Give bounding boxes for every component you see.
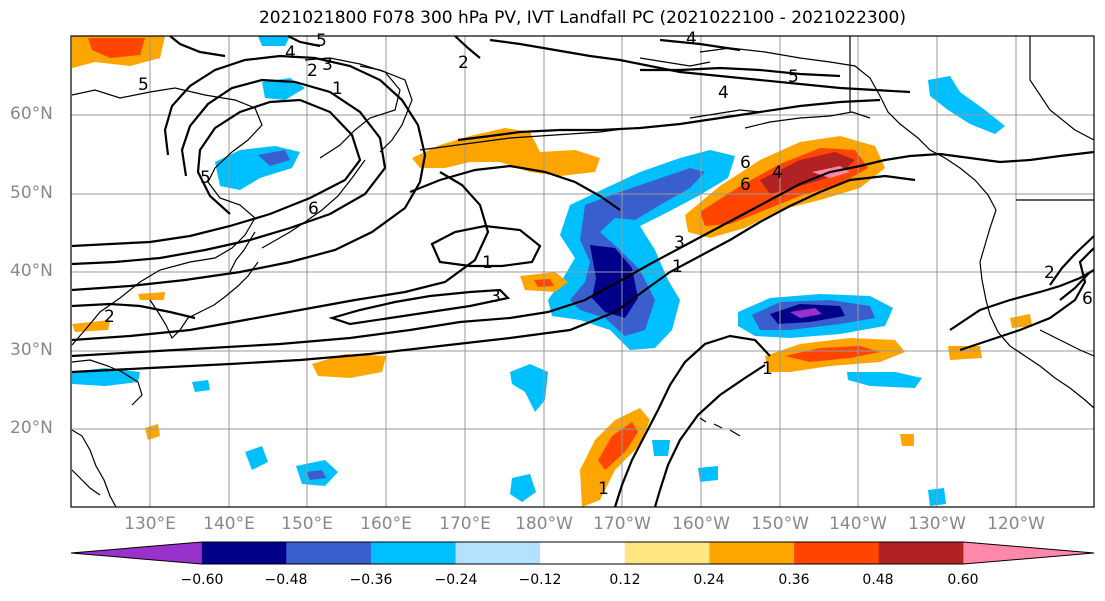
colorbar-segment	[286, 542, 372, 564]
shade-patch	[948, 346, 982, 360]
lon-label: 180°W	[515, 514, 573, 534]
contour-label: 6	[740, 153, 751, 173]
contour-label: 3	[490, 287, 501, 307]
shade-patch	[510, 364, 548, 412]
contour-label: 1	[598, 479, 609, 499]
contour-label: 4	[718, 83, 729, 103]
contour-label: 2	[1044, 263, 1055, 283]
map-title: 2021021800 F078 300 hPa PV, IVT Landfall…	[258, 8, 906, 28]
colorbar-tick-label: 0.48	[862, 572, 894, 588]
colorbar-segment	[201, 542, 287, 564]
colorbar-tick-label: −0.12	[518, 572, 562, 588]
shade-patch	[312, 354, 386, 378]
contour-label: 2	[104, 307, 115, 327]
lon-label: 170°E	[439, 514, 491, 534]
shade-patch	[785, 346, 880, 362]
lat-label: 30°N	[10, 340, 53, 360]
colorbar-segment	[455, 542, 541, 564]
colorbar-tick-label: −0.60	[180, 572, 224, 588]
shade-patch	[652, 440, 670, 456]
colorbar	[70, 541, 1095, 565]
contour-label: 5	[316, 31, 327, 51]
colorbar-segment	[71, 542, 202, 564]
pv-contours	[71, 35, 1095, 508]
lon-label: 150°W	[751, 514, 809, 534]
colorbar-segment	[540, 542, 626, 564]
contour-label: 6	[740, 175, 751, 195]
shade-patch	[138, 292, 165, 300]
lon-label: 160°W	[672, 514, 730, 534]
colorbar-tick-label: 0.60	[947, 572, 979, 588]
coastlines	[71, 36, 1095, 508]
shade-patch	[88, 38, 145, 58]
colorbar-tick-label: −0.36	[349, 572, 393, 588]
contour-label: 5	[788, 67, 799, 87]
colorbar-segment	[709, 542, 795, 564]
lat-label: 50°N	[10, 183, 53, 203]
colorbar-tick-label: −0.24	[434, 572, 478, 588]
shade-patch	[790, 308, 822, 318]
lat-label: 20°N	[10, 418, 53, 438]
contour-label: 1	[672, 257, 683, 277]
lon-label: 140°W	[829, 514, 887, 534]
shade-patch	[760, 152, 855, 194]
colorbar-segment	[370, 542, 457, 564]
gridlines	[71, 36, 1094, 507]
colorbar-tick-label: 0.36	[778, 572, 810, 588]
lon-label: 130°E	[124, 514, 176, 534]
shade-patch	[698, 466, 718, 482]
contour-label: 5	[138, 75, 149, 95]
shade-patch	[145, 424, 160, 440]
colorbar-segment	[624, 542, 710, 564]
shade-patch	[245, 446, 268, 470]
shade-patch	[72, 320, 110, 332]
colorbar-tick-label: −0.48	[264, 572, 308, 588]
contour-label: 4	[686, 29, 697, 49]
lat-label: 40°N	[10, 261, 53, 281]
contour-label: 6	[308, 199, 319, 219]
map-frame	[70, 35, 1095, 508]
lat-label: 60°N	[10, 104, 53, 124]
colorbar-outline	[70, 541, 1095, 565]
contour-label: 6	[1082, 289, 1093, 309]
lon-label: 120°W	[987, 514, 1045, 534]
shade-patch	[192, 380, 210, 392]
contour-label: 4	[285, 43, 296, 63]
colorbar-segment	[878, 542, 964, 564]
colorbar-segment	[794, 542, 880, 564]
lon-label: 130°W	[908, 514, 966, 534]
lon-label: 150°E	[281, 514, 333, 534]
contour-labels: 5 4 3 2 1 2 4 5 4 5 5 6 1 3 2 6 6 4 3 1 …	[104, 29, 1093, 499]
contour-label: 1	[762, 359, 773, 379]
contour-label: 4	[772, 163, 783, 183]
shade-patch	[847, 372, 922, 388]
shade-patch	[928, 76, 1005, 134]
shade-patch	[262, 78, 305, 100]
contour-label: 5	[200, 168, 211, 188]
shade-patch	[510, 474, 536, 502]
shade-patch	[590, 245, 638, 318]
contour-label: 1	[482, 253, 493, 273]
lon-label: 140°E	[203, 514, 255, 534]
shade-patch	[258, 36, 290, 46]
lon-label: 160°E	[360, 514, 412, 534]
contour-label: 3	[674, 233, 685, 253]
lon-label: 170°W	[593, 514, 651, 534]
shade-patch	[598, 422, 638, 470]
shade-patch	[900, 434, 914, 446]
colorbar-tick-label: 0.12	[609, 572, 641, 588]
contour-label: 1	[332, 79, 343, 99]
contour-label: 2	[458, 53, 469, 73]
colorbar-tick-label: 0.24	[693, 572, 725, 588]
shade-patch	[258, 150, 290, 166]
shade-patch	[306, 470, 326, 480]
contour-label: 2	[307, 61, 318, 81]
contour-label: 3	[322, 55, 333, 75]
colorbar-segment	[963, 542, 1094, 564]
